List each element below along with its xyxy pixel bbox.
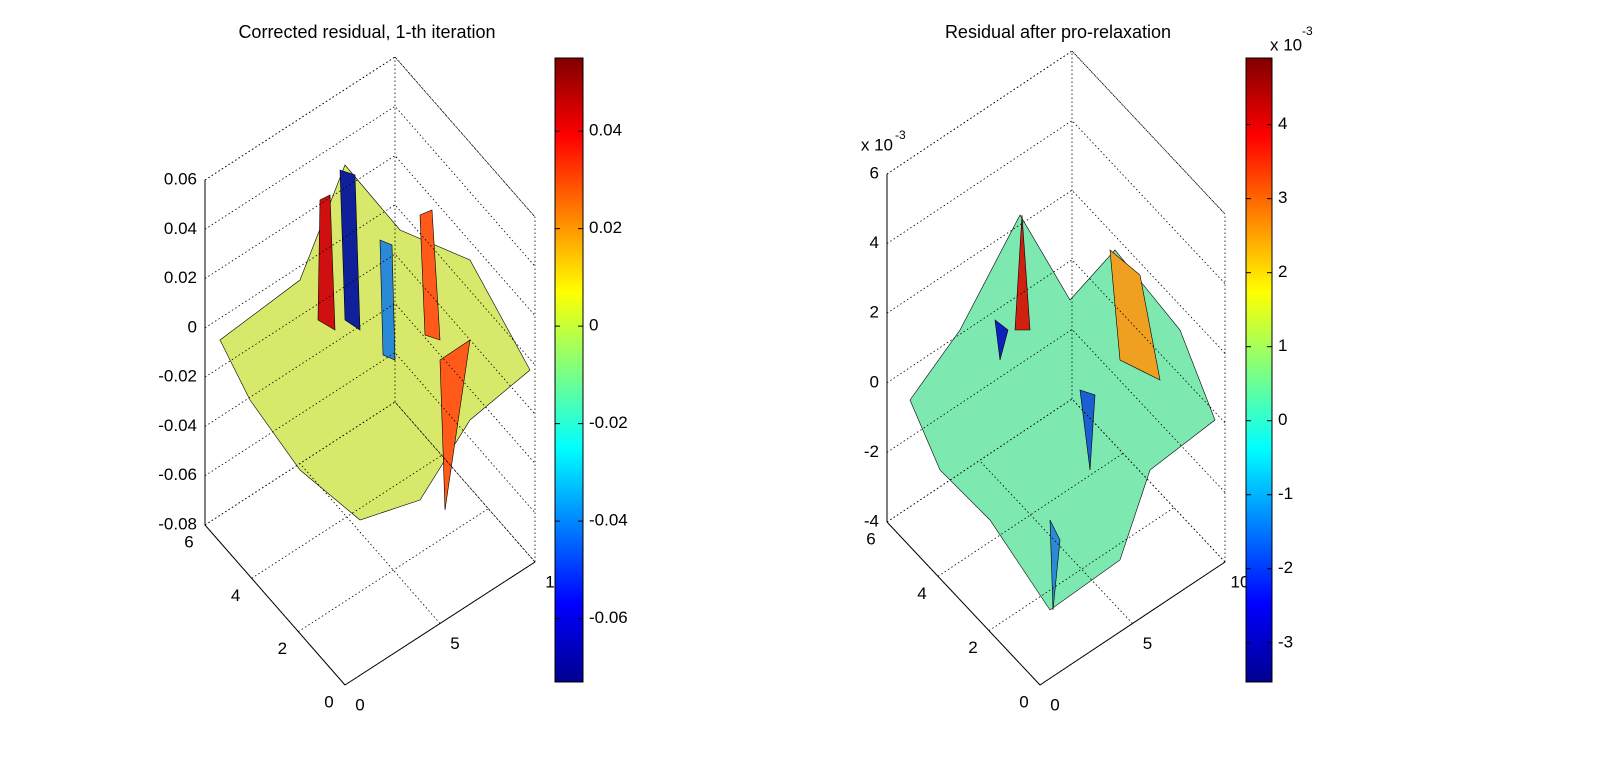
z-tick-label: -0.08 xyxy=(158,514,197,533)
z-exponent-power: -3 xyxy=(895,128,906,142)
grid-line xyxy=(298,508,489,633)
grid-line xyxy=(204,56,536,218)
colorbar-tick-label: 3 xyxy=(1278,188,1287,207)
y-tick-label: 0 xyxy=(1019,692,1028,711)
grid-line xyxy=(937,453,1124,577)
z-tick-label: 2 xyxy=(870,303,879,322)
x-tick-label: 5 xyxy=(1143,634,1152,653)
grid-line xyxy=(204,302,536,464)
y-tick-label: 6 xyxy=(184,532,193,551)
grid-line xyxy=(204,105,536,267)
z-tick-label: 0 xyxy=(188,317,197,336)
y-tick-label: 4 xyxy=(917,584,926,603)
axis-line xyxy=(886,521,1041,686)
colorbar-tick-label: -0.06 xyxy=(589,608,628,627)
grid-line xyxy=(1071,398,1226,563)
y-tick-label: 0 xyxy=(324,692,333,711)
z-tick-label: 4 xyxy=(870,233,879,252)
z-tick-label: 0.02 xyxy=(164,268,197,287)
colorbar-tick-label: 0.02 xyxy=(589,218,622,237)
colorbar-tick-label: -1 xyxy=(1278,484,1293,503)
grid-line xyxy=(204,401,536,563)
z-tick-label: -2 xyxy=(864,442,879,461)
colorbar-tick-label: -0.02 xyxy=(589,413,628,432)
colorbar-tick-label: 2 xyxy=(1278,262,1287,281)
colorbar-tick-label: 0 xyxy=(1278,410,1287,429)
z-tick-label: 6 xyxy=(870,163,879,182)
x-tick-label: 5 xyxy=(450,634,459,653)
y-tick-label: 2 xyxy=(968,638,977,657)
z-tick-label: -0.06 xyxy=(158,465,197,484)
colorbar-exponent-power: -3 xyxy=(1302,24,1313,38)
z-tick-label: -0.04 xyxy=(158,416,197,435)
colorbar xyxy=(1245,57,1273,683)
z-tick-label: 0.06 xyxy=(164,169,197,188)
grid-line xyxy=(299,463,441,624)
colorbar-tick-label: 0.04 xyxy=(589,121,622,140)
surface-sketch-left xyxy=(219,164,531,521)
colorbar-tick-label: -3 xyxy=(1278,632,1293,651)
axis-line xyxy=(204,524,346,686)
axis-line xyxy=(344,561,536,686)
chart-title: Corrected residual, 1-th iteration xyxy=(238,22,495,42)
colorbar-tick-label: 4 xyxy=(1278,114,1287,133)
colorbar-tick-label: -2 xyxy=(1278,558,1293,577)
box-edge xyxy=(1071,50,1226,215)
surface-sketch-right xyxy=(909,214,1216,611)
z-exponent: x 10 xyxy=(861,135,893,154)
grid-line xyxy=(394,401,536,563)
grid-line xyxy=(204,253,536,415)
grid-line xyxy=(979,460,1133,624)
x-tick-label: 0 xyxy=(355,695,364,714)
grid-line xyxy=(204,204,536,366)
chart-title: Residual after pro-relaxation xyxy=(945,22,1171,42)
grid-line xyxy=(204,155,536,316)
x-tick-label: 10 xyxy=(1231,572,1250,591)
grid-line xyxy=(251,454,442,579)
grid-line xyxy=(204,352,536,513)
z-tick-label: 0.04 xyxy=(164,219,197,238)
x-tick-label: 0 xyxy=(1050,695,1059,714)
box-edge xyxy=(394,56,536,218)
grid-line xyxy=(886,398,1073,523)
colorbar xyxy=(554,57,584,683)
axis-line xyxy=(1039,561,1226,686)
z-tick-label: 0 xyxy=(870,372,879,391)
colorbar-tick-label: -0.04 xyxy=(589,511,628,530)
x-tick-label: 1 xyxy=(545,572,554,591)
grid-line xyxy=(988,507,1175,631)
y-tick-label: 2 xyxy=(278,639,287,658)
y-tick-label: 6 xyxy=(866,529,875,548)
colorbar-exponent: x 10 xyxy=(1270,35,1302,54)
z-tick-label: -0.02 xyxy=(158,367,197,386)
colorbar-tick-label: 0 xyxy=(589,316,598,335)
colorbar-tick-label: 1 xyxy=(1278,336,1287,355)
z-tick-label: -4 xyxy=(864,511,879,530)
y-tick-label: 4 xyxy=(231,586,240,605)
